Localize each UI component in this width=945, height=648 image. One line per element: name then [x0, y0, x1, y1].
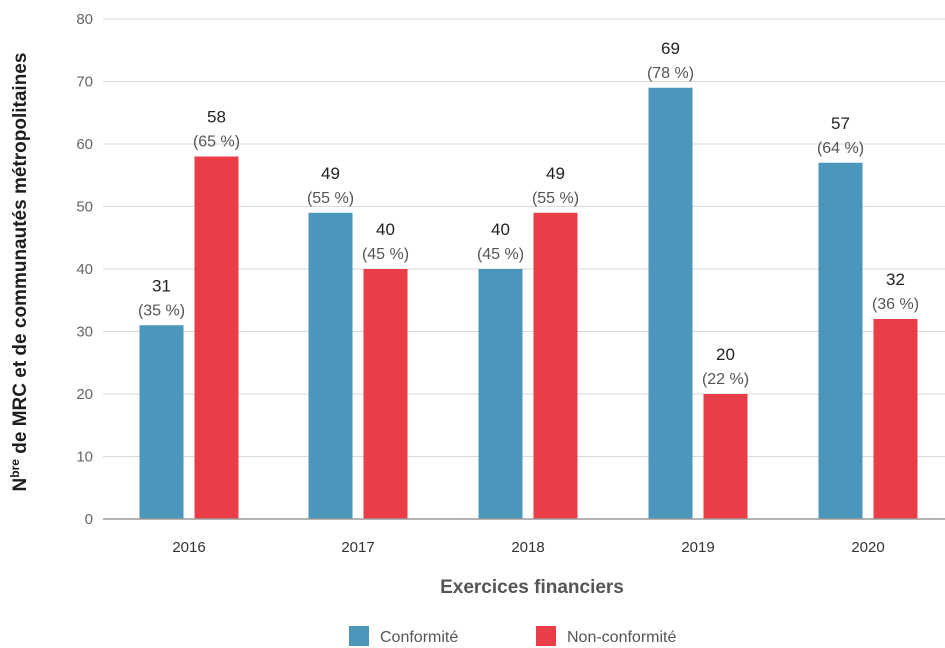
- x-tick-label-2017: 2017: [341, 539, 374, 556]
- legend-swatch-non-conformite: [536, 626, 556, 646]
- y-tick-label-70: 70: [76, 74, 93, 91]
- x-tick-label-2018: 2018: [511, 539, 544, 556]
- percent-label-conformite-2017: (55 %): [307, 190, 354, 207]
- percent-label-non-conformite-2016: (65 %): [193, 134, 240, 151]
- bar-non-conformite-2019: [703, 394, 748, 519]
- legend: Conformité Non-conformité: [349, 626, 676, 646]
- legend-label-non-conformite: Non-conformité: [567, 629, 676, 646]
- data-labels: 31 (35 %) 58 (65 %) 49 (55 %) 40 (45 %) 40 (45 %)…: [138, 39, 919, 388]
- x-tick-label-2020: 2020: [851, 539, 884, 556]
- y-tick-label-80: 80: [76, 11, 93, 28]
- value-label-non-conformite-2020: 32: [886, 270, 905, 289]
- y-tick-label-10: 10: [76, 449, 93, 466]
- bar-conformite-2017: [308, 212, 353, 519]
- bar-non-conformite-2017: [363, 269, 408, 519]
- x-axis-title: Exercices financiers: [440, 577, 624, 598]
- value-label-conformite-2019: 69: [661, 39, 680, 58]
- percent-label-non-conformite-2018: (55 %): [532, 190, 579, 207]
- legend-label-conformite: Conformité: [380, 629, 458, 646]
- bar-conformite-2019: [648, 87, 693, 519]
- x-axis-ticks: 2016 2017 2018 2019 2020: [172, 539, 884, 556]
- bar-non-conformite-2016: [194, 156, 239, 519]
- value-label-non-conformite-2017: 40: [376, 220, 395, 239]
- value-label-non-conformite-2019: 20: [716, 345, 735, 364]
- y-tick-label-30: 30: [76, 324, 93, 341]
- bar-conformite-2016: [139, 325, 184, 519]
- value-label-conformite-2018: 40: [491, 220, 510, 239]
- value-label-conformite-2020: 57: [831, 114, 850, 133]
- legend-swatch-conformite: [349, 626, 369, 646]
- percent-label-conformite-2020: (64 %): [817, 140, 864, 157]
- y-tick-label-60: 60: [76, 136, 93, 153]
- y-axis-title: Nbre de MRC et de communautés métropolit…: [8, 53, 31, 492]
- percent-label-conformite-2018: (45 %): [477, 246, 524, 263]
- percent-label-non-conformite-2019: (22 %): [702, 371, 749, 388]
- percent-label-non-conformite-2017: (45 %): [362, 246, 409, 263]
- y-tick-label-0: 0: [85, 511, 93, 528]
- value-label-non-conformite-2018: 49: [546, 164, 565, 183]
- percent-label-non-conformite-2020: (36 %): [872, 296, 919, 313]
- y-tick-label-20: 20: [76, 386, 93, 403]
- value-label-conformite-2017: 49: [321, 164, 340, 183]
- bar-non-conformite-2018: [533, 212, 578, 519]
- y-axis-ticks: 0 10 20 30 40 50 60 70 80: [76, 11, 93, 528]
- x-tick-label-2016: 2016: [172, 539, 205, 556]
- bars: [139, 87, 918, 519]
- percent-label-conformite-2019: (78 %): [647, 65, 694, 82]
- bar-non-conformite-2020: [873, 319, 918, 519]
- bar-conformite-2020: [818, 162, 863, 519]
- grid: [103, 18, 945, 457]
- bar-conformite-2018: [478, 269, 523, 519]
- value-label-non-conformite-2016: 58: [207, 108, 226, 127]
- y-tick-label-40: 40: [76, 261, 93, 278]
- x-tick-label-2019: 2019: [681, 539, 714, 556]
- y-tick-label-50: 50: [76, 199, 93, 216]
- value-label-conformite-2016: 31: [152, 276, 171, 295]
- percent-label-conformite-2016: (35 %): [138, 302, 185, 319]
